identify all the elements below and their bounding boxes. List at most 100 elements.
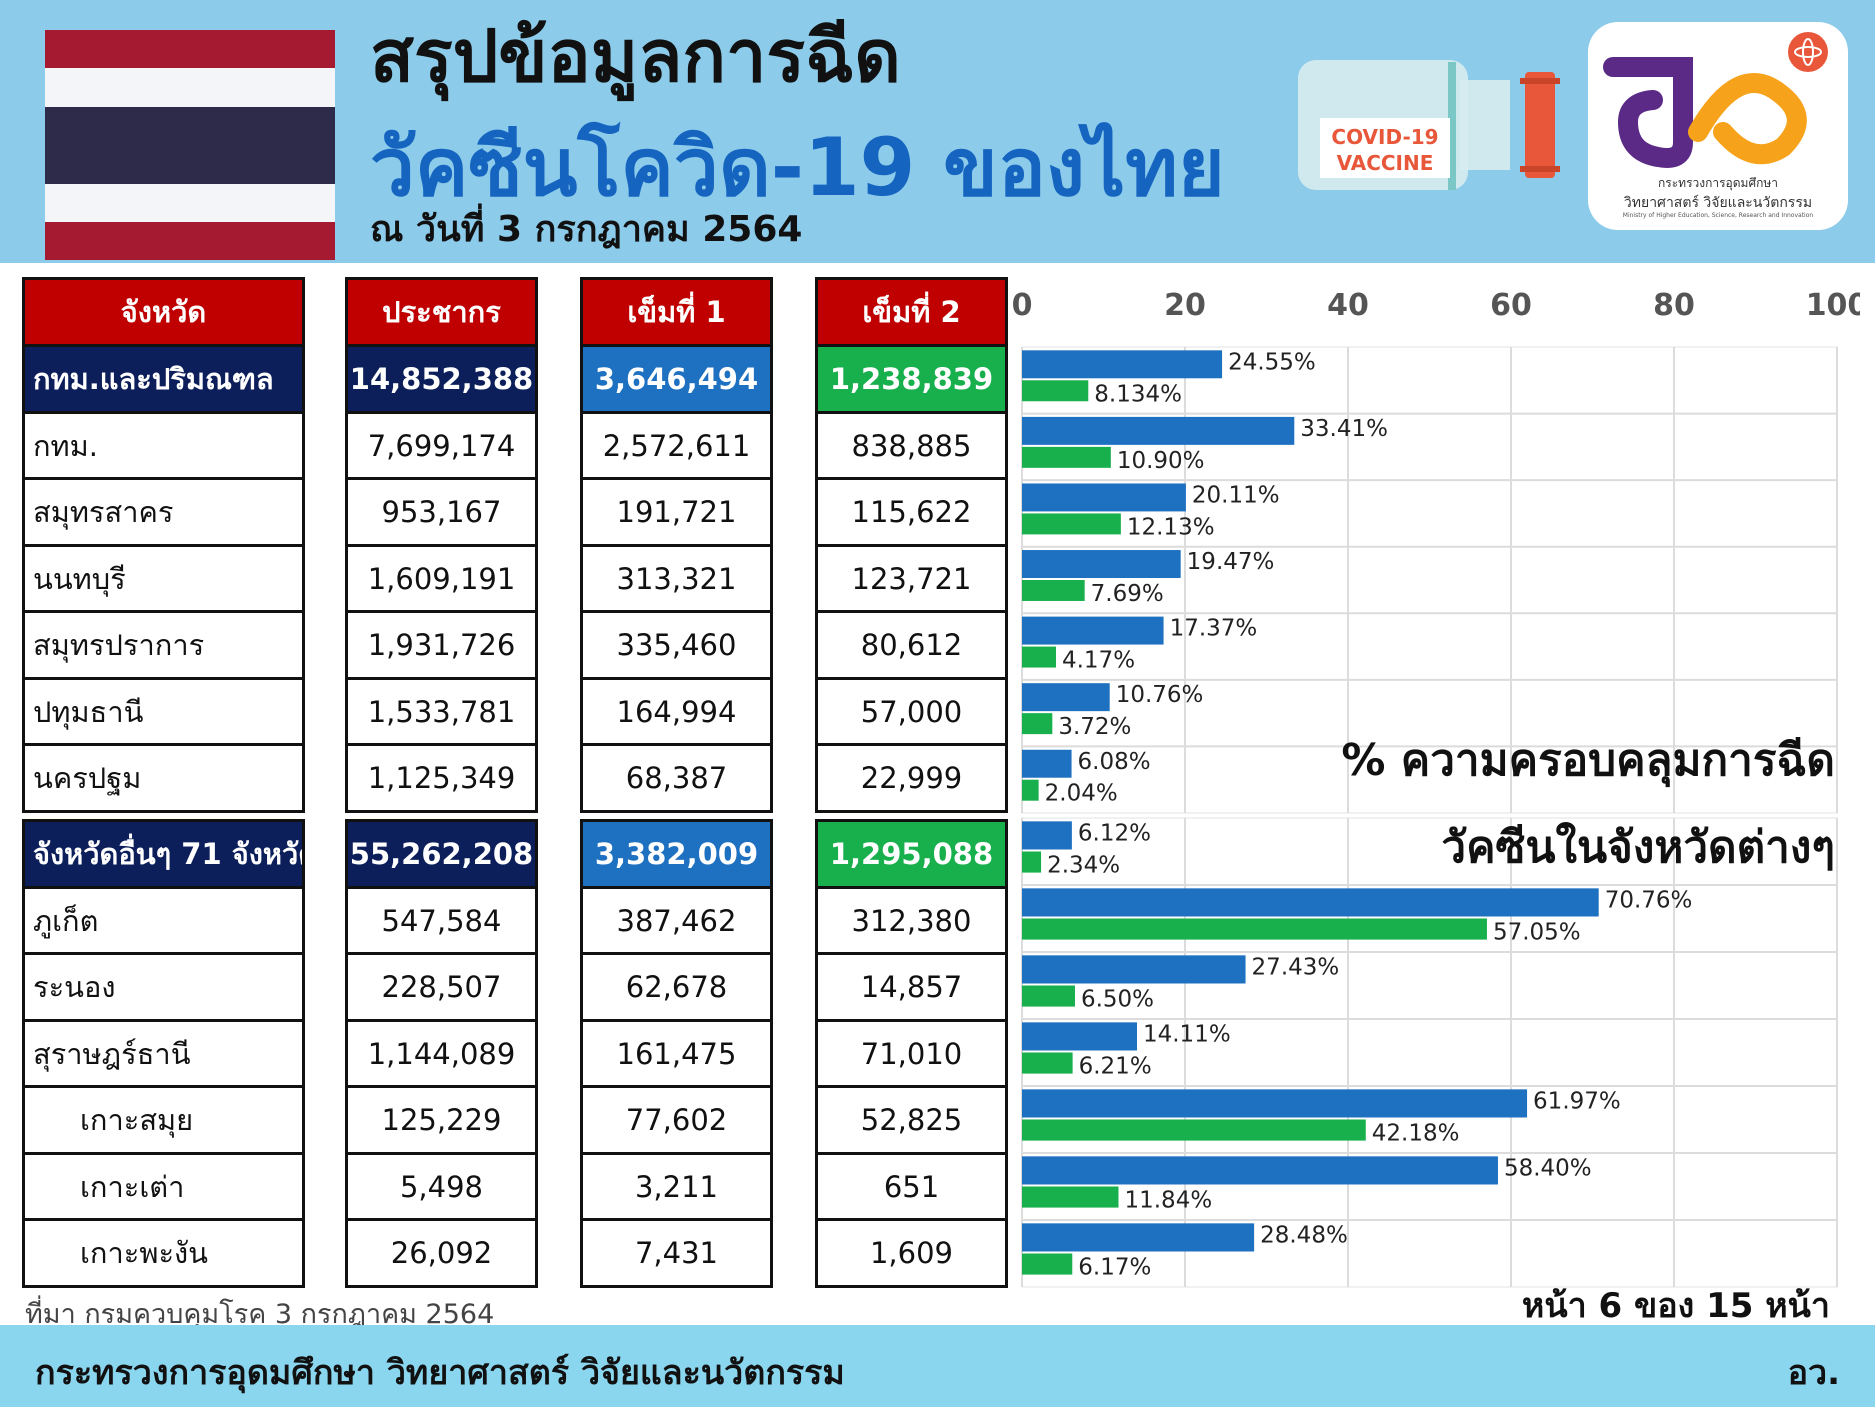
table-cell-population: 1,533,781 (345, 677, 538, 747)
table-cell-population: 1,931,726 (345, 610, 538, 680)
data-label-dose1: 70.76% (1605, 887, 1693, 913)
bar-dose1 (1022, 483, 1186, 512)
data-label-dose2: 4.17% (1062, 648, 1135, 674)
table-cell-province: ปทุมธานี (22, 677, 305, 747)
bar-dose2 (1022, 1052, 1073, 1074)
data-label-dose2: 11.84% (1124, 1188, 1212, 1214)
data-source: ที่มา กรมควบคุมโรค 3 กรกฎาคม 2564 (25, 1299, 495, 1330)
footer-bar: กระทรวงการอุดมศึกษา วิทยาศาสตร์ วิจัยและ… (0, 1325, 1875, 1407)
bar-dose2 (1022, 513, 1121, 535)
data-label-dose2: 10.90% (1117, 448, 1205, 474)
bar-dose1 (1022, 683, 1110, 712)
table-cell-province: สุราษฎร์ธานี (22, 1019, 305, 1089)
page-subtitle: วัคซีนโควิด-19 ของไทย (370, 121, 1225, 214)
report-date: ณ วันที่ 3 กรกฎาคม 2564 (370, 209, 803, 250)
table-cell-population: 1,144,089 (345, 1019, 538, 1089)
vaccine-label-vaccine: VACCINE (1337, 151, 1434, 175)
table-cell-dose1: 77,602 (580, 1085, 773, 1155)
table-cell-population: 953,167 (345, 477, 538, 547)
data-label-dose2: 42.18% (1372, 1121, 1460, 1147)
data-label-dose2: 7.69% (1091, 581, 1164, 607)
table-cell-population: 5,498 (345, 1152, 538, 1222)
table-cell-dose2: 1,609 (815, 1218, 1008, 1288)
x-tick-label: 100 (1806, 288, 1860, 323)
bar-dose1 (1022, 1022, 1137, 1051)
table-cell-province: เกาะพะงัน (22, 1218, 305, 1288)
header-banner: สรุปข้อมูลการฉีด วัคซีนโควิด-19 ของไทย ณ… (0, 0, 1875, 263)
data-label-dose1: 10.76% (1116, 682, 1204, 708)
table-cell-dose2: 22,999 (815, 743, 1008, 813)
vaccine-bottle-icon: COVID-19 VACCINE (1298, 60, 1560, 190)
table-cell-population: 55,262,208 (345, 819, 538, 889)
data-label-dose1: 24.55% (1228, 349, 1316, 375)
x-tick-label: 40 (1327, 288, 1369, 323)
table-cell-population: 14,852,388 (345, 344, 538, 414)
data-label-dose2: 3.72% (1058, 714, 1131, 740)
footer-ministry: กระทรวงการอุดมศึกษา วิทยาศาสตร์ วิจัยและ… (35, 1353, 845, 1393)
bar-dose2 (1022, 985, 1075, 1007)
table-cell-population: 547,584 (345, 886, 538, 956)
table-cell-province: ภูเก็ต (22, 886, 305, 956)
table-cell-dose2: 57,000 (815, 677, 1008, 747)
data-label-dose2: 6.50% (1081, 987, 1154, 1013)
bar-dose2 (1022, 713, 1053, 735)
table-cell-population: 1,125,349 (345, 743, 538, 813)
data-label-dose2: 2.34% (1047, 853, 1120, 879)
x-tick-label: 0 (1012, 288, 1033, 323)
table-cell-province: สมุทรสาคร (22, 477, 305, 547)
mhesi-logo-icon (1603, 32, 1828, 168)
table-cell-dose1: 68,387 (580, 743, 773, 813)
table-cell-dose2: 312,380 (815, 886, 1008, 956)
table-cell-dose1: 387,462 (580, 886, 773, 956)
table-cell-dose2: 123,721 (815, 544, 1008, 614)
data-label-dose1: 28.48% (1260, 1222, 1348, 1248)
bar-dose1 (1022, 550, 1181, 579)
bar-dose1 (1022, 416, 1295, 445)
bar-dose2 (1022, 779, 1039, 801)
data-label-dose2: 57.05% (1493, 920, 1581, 946)
table-cell-dose2: 651 (815, 1152, 1008, 1222)
logo-text-line3: Ministry of Higher Education, Science, R… (1622, 212, 1814, 219)
data-label-dose2: 6.21% (1079, 1054, 1152, 1080)
bar-dose1 (1022, 1223, 1255, 1252)
table-cell-dose2: 115,622 (815, 477, 1008, 547)
bar-dose2 (1022, 1186, 1119, 1208)
bar-dose2 (1022, 380, 1089, 402)
table-header-population: ประชากร (345, 277, 538, 347)
table-cell-province: นนทบุรี (22, 544, 305, 614)
table-cell-dose1: 7,431 (580, 1218, 773, 1288)
table-cell-dose2: 80,612 (815, 610, 1008, 680)
table-cell-dose1: 3,382,009 (580, 819, 773, 889)
bar-dose2 (1022, 1119, 1366, 1141)
table-header-dose1: เข็มที่ 1 (580, 277, 773, 347)
table-cell-province: นครปฐม (22, 743, 305, 813)
bar-dose1 (1022, 616, 1164, 645)
data-label-dose2: 6.17% (1078, 1255, 1151, 1281)
table-header-province: จังหวัด (22, 277, 305, 347)
footer-abbr: อว. (1787, 1353, 1840, 1393)
ministry-logo: กระทรวงการอุดมศึกษา วิทยาศาสตร์ วิจัยและ… (1588, 22, 1848, 230)
table-cell-dose1: 3,646,494 (580, 344, 773, 414)
data-label-dose1: 19.47% (1187, 549, 1275, 575)
table-cell-dose1: 164,994 (580, 677, 773, 747)
coverage-bar-chart: 0 20 40 60 80 100 24.55% 8.134% 33.41% 10.90% 20.1… (1012, 288, 1860, 1288)
data-label-dose1: 27.43% (1252, 954, 1340, 980)
bar-dose2 (1022, 580, 1085, 601)
data-label-dose1: 20.11% (1192, 482, 1280, 508)
table-cell-dose2: 52,825 (815, 1085, 1008, 1155)
data-label-dose2: 8.134% (1094, 381, 1182, 407)
table-cell-dose1: 62,678 (580, 952, 773, 1022)
page-indicator: หน้า 6 ของ 15 หน้า (1521, 1286, 1830, 1326)
bar-dose1 (1022, 1089, 1528, 1118)
bar-dose1 (1022, 821, 1072, 850)
vaccine-label-covid: COVID-19 (1331, 125, 1438, 149)
bar-dose2 (1022, 1253, 1073, 1275)
x-tick-label: 80 (1653, 288, 1695, 323)
coverage-title-line2: วัคซีนในจังหวัดต่างๆ (1441, 822, 1835, 873)
bar-dose1 (1022, 888, 1599, 917)
logo-text-line2: วิทยาศาสตร์ วิจัยและนวัตกรรม (1623, 195, 1813, 211)
bar-dose2 (1022, 646, 1056, 668)
table-cell-province: สมุทรปราการ (22, 610, 305, 680)
logo-text-line1: กระทรวงการอุดมศึกษา (1658, 176, 1778, 190)
data-label-dose2: 12.13% (1127, 514, 1215, 540)
